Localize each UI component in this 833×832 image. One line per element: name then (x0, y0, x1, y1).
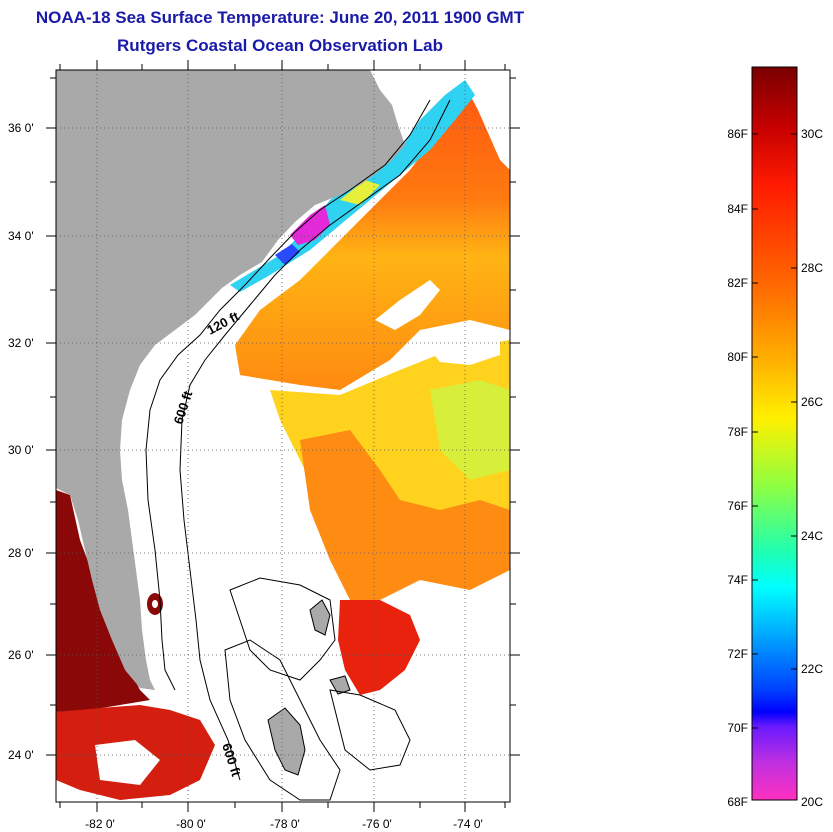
offshore-green-patch (430, 380, 510, 480)
colorbar-c-ticks (791, 133, 797, 670)
lon-tick-label: -80 0' (176, 817, 206, 831)
red-patch-bahamas (338, 600, 420, 695)
lat-tick-label: 30 0' (8, 443, 34, 457)
map-subtitle: Rutgers Coastal Ocean Observation Lab (117, 36, 443, 55)
land-mainland (56, 70, 405, 690)
colorbar-f-label: 74F (727, 573, 748, 587)
nearshore-yellow-patch (340, 180, 380, 205)
colorbar-f-label: 72F (727, 647, 748, 661)
keys-white-gap (95, 740, 160, 785)
contour-bahamas-bank-2 (224, 639, 341, 801)
bahamas-island-andros (267, 707, 306, 776)
colorbar-f-label: 84F (727, 202, 748, 216)
cloud-gap (375, 280, 440, 330)
colorbar-f-label: 76F (727, 499, 748, 513)
cloud-gap-2 (430, 340, 500, 365)
colorbar-f-label: 68F (727, 795, 748, 809)
sst-map: 36 0' 34 0' 32 0' 30 0' 28 0' 26 0' 24 0… (8, 60, 520, 831)
colorbar-f-label: 70F (727, 721, 748, 735)
lat-tick-label: 26 0' (8, 648, 34, 662)
frame-ticks (46, 60, 520, 812)
bahamas-island-small (329, 675, 351, 695)
colorbar-f-label: 82F (727, 276, 748, 290)
lat-tick-label: 36 0' (8, 121, 34, 135)
temperature-colorbar: 86F 84F 82F 80F 78F 76F 74F 72F 70F 68F … (727, 66, 823, 809)
colorbar-f-label: 78F (727, 425, 748, 439)
colorbar-f-label: 80F (727, 350, 748, 364)
gulf-stream-region (235, 95, 510, 390)
lon-tick-label: -78 0' (270, 817, 300, 831)
lat-tick-label: 24 0' (8, 748, 34, 762)
map-title: NOAA-18 Sea Surface Temperature: June 20… (35, 8, 525, 27)
southern-warm-region (300, 430, 510, 600)
lon-tick-label: -82 0' (85, 817, 115, 831)
colorbar-c-label: 22C (801, 662, 823, 676)
colorbar-gradient (751, 66, 798, 801)
nearshore-magenta-patch (290, 205, 330, 245)
colorbar-c-label: 26C (801, 395, 823, 409)
lon-tick-label: -74 0' (453, 817, 483, 831)
colorbar-f-ticks (752, 133, 758, 729)
lon-tick-label: -76 0' (362, 817, 392, 831)
nearshore-blue-patch (275, 244, 300, 265)
colorbar-c-label: 28C (801, 261, 823, 275)
colorbar-f-label: 86F (727, 127, 748, 141)
colorbar-c-label: 30C (801, 127, 823, 141)
colorbar-c-label: 24C (801, 529, 823, 543)
bahamas-island-abaco (309, 599, 331, 636)
lat-tick-label: 32 0' (8, 336, 34, 350)
contour-bahamas-bank-3 (329, 689, 411, 771)
map-frame (55, 69, 511, 803)
colorbar-c-label: 20C (801, 795, 823, 809)
lat-tick-label: 34 0' (8, 229, 34, 243)
contour-120ft (145, 99, 431, 691)
gulf-hot-water (56, 490, 150, 712)
contour-600ft (179, 99, 451, 781)
contour-bahamas-bank (229, 577, 336, 681)
lake-center (152, 600, 158, 608)
lat-tick-label: 28 0' (8, 546, 34, 560)
